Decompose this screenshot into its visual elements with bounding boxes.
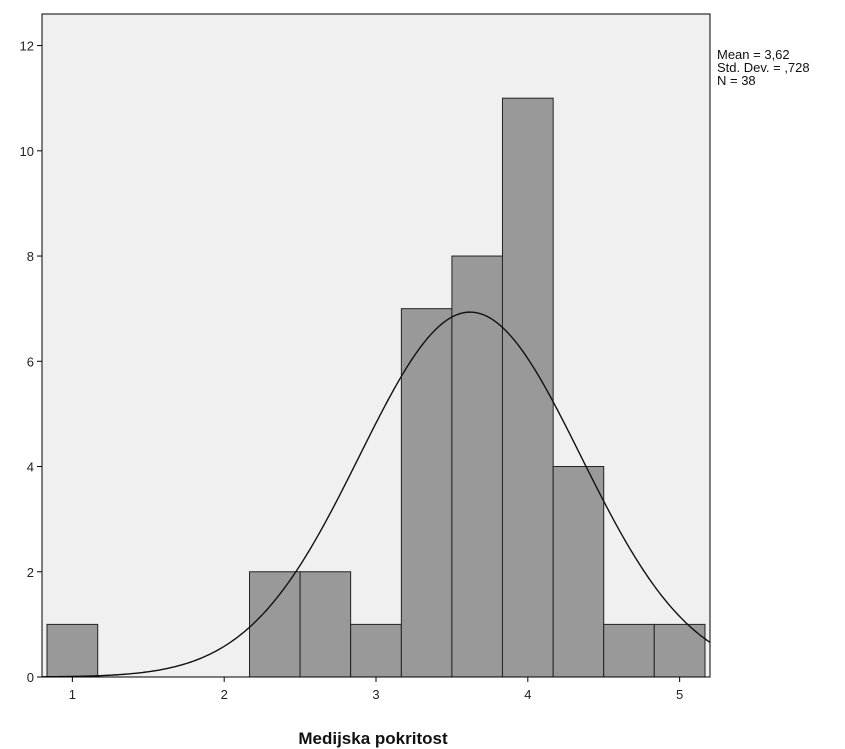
stat-mean: Mean = 3,62 [717,47,790,62]
histogram-bar-5 [400,308,453,678]
normal-curve [41,311,711,678]
x-tick-label-2: 2 [221,687,228,702]
stat-n: N = 38 [717,73,756,88]
y-tick-label-8: 8 [27,249,34,264]
y-tick-label-6: 6 [27,354,34,369]
bars-group [46,97,706,678]
histogram-bar-3 [299,571,352,678]
y-tick-label-12: 12 [20,39,34,54]
histogram-bar-1 [46,623,99,678]
x-axis: 1 2 3 4 5 [69,677,683,702]
y-tick-label-4: 4 [27,460,34,475]
histogram-bar-10 [653,623,706,678]
histogram-bar-8 [552,466,605,678]
histogram-bar-9 [603,623,655,678]
y-tick-label-10: 10 [20,144,34,159]
y-tick-label-0: 0 [27,670,34,685]
y-tick-label-2: 2 [27,565,34,580]
histogram-bar-2 [249,571,301,678]
x-tick-label-4: 4 [524,687,531,702]
histogram-bar-4 [350,623,402,678]
histogram-bar-6 [451,255,503,678]
plot-area [42,14,710,677]
x-tick-label-1: 1 [69,687,76,702]
stat-std-dev: Std. Dev. = ,728 [717,60,810,75]
x-tick-label-3: 3 [372,687,379,702]
y-axis: 0 2 4 6 8 10 12 [20,39,42,685]
x-tick-label-5: 5 [676,687,683,702]
x-axis-label: Medijska pokritost [298,729,448,748]
